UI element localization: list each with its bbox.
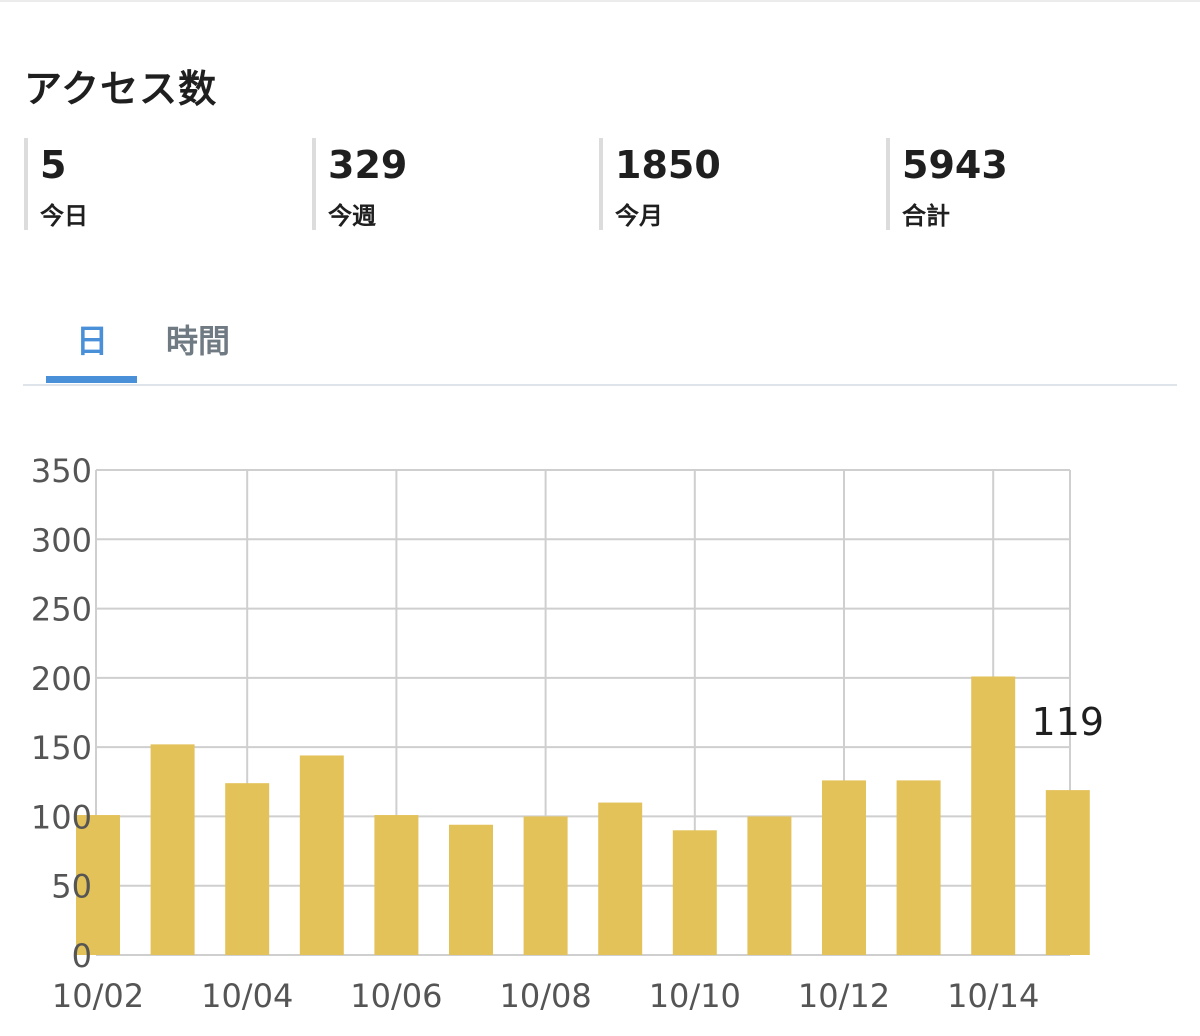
stat-label: 今日: [40, 202, 88, 230]
bar-10/14: [971, 676, 1016, 955]
bar-10/09: [598, 802, 643, 955]
stat-label: 今月: [615, 202, 663, 230]
bar-10/06: [374, 815, 419, 955]
stat-today: 5 今日: [24, 138, 284, 230]
bar-10/12: [822, 780, 866, 955]
y-tick-label: 0: [72, 937, 92, 975]
x-tick-label: 10/02: [52, 977, 144, 1015]
active-tab-indicator: [46, 376, 137, 383]
bar-10/03: [150, 744, 195, 955]
page-title: アクセス数: [24, 67, 218, 111]
stat-total: 5943 合計: [886, 138, 1146, 230]
stat-value: 1850: [615, 143, 721, 187]
stat-value: 329: [328, 143, 408, 187]
stat-label: 今週: [328, 202, 376, 230]
stat-value: 5943: [902, 143, 1008, 187]
bar-10/08: [523, 816, 568, 955]
x-tick-label: 10/14: [947, 977, 1039, 1015]
x-tick-label: 10/08: [499, 977, 591, 1015]
x-tick-label: 10/06: [350, 977, 442, 1015]
tab-bar-divider: [23, 384, 1177, 386]
x-tick-label: 10/04: [201, 977, 293, 1015]
bar-10/13: [896, 780, 941, 955]
stat-month: 1850 今月: [599, 138, 859, 230]
y-tick-label: 350: [31, 452, 92, 490]
stat-value: 5: [40, 143, 67, 187]
stat-label: 合計: [902, 202, 950, 230]
bar-10/04: [225, 783, 270, 955]
bar-10/02: [76, 815, 120, 955]
x-tick-label: 10/12: [798, 977, 890, 1015]
x-tick-label: 10/10: [649, 977, 741, 1015]
tab-hour[interactable]: 時間: [166, 322, 231, 360]
tab-day[interactable]: 日: [76, 322, 109, 360]
y-tick-label: 150: [31, 729, 92, 767]
y-tick-label: 50: [51, 868, 92, 906]
y-tick-label: 300: [31, 521, 92, 559]
data-label: 119: [1032, 700, 1105, 744]
bar-10/15: [1045, 790, 1090, 955]
stat-week: 329 今週: [312, 138, 572, 230]
bar-10/05: [299, 755, 344, 955]
y-tick-label: 100: [31, 798, 92, 836]
bar-10/11: [747, 816, 792, 955]
y-tick-label: 250: [31, 591, 92, 629]
y-tick-label: 200: [31, 660, 92, 698]
bar-10/10: [672, 830, 717, 955]
top-divider: [0, 0, 1200, 2]
bar-10/07: [449, 824, 493, 955]
daily-access-bar-chart: 0 50 100 150 200 250 300 350 10/02 10/04 10/06 10/0…: [31, 452, 1105, 1015]
